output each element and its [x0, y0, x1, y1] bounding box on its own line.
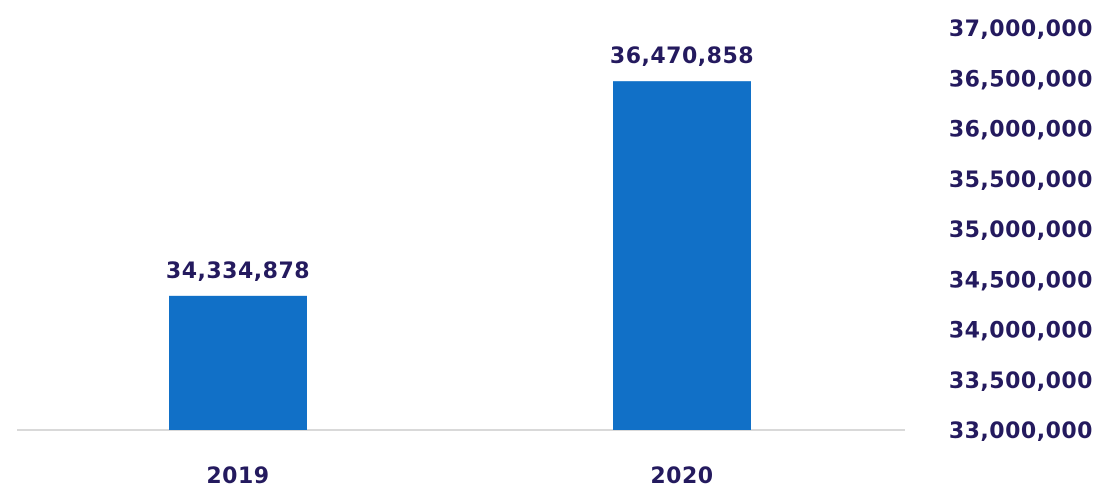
data-labels-group: 34,334,878 36,470,858	[166, 44, 754, 284]
y-tick-label: 34,500,000	[949, 268, 1093, 293]
bar-2019	[169, 295, 307, 430]
y-tick-label: 36,500,000	[949, 67, 1093, 92]
y-axis: 33,000,000 33,500,000 34,000,000 34,500,000…	[949, 17, 1093, 444]
y-tick-label: 36,000,000	[949, 118, 1093, 143]
y-tick-label: 35,000,000	[949, 218, 1093, 243]
y-tick-label: 37,000,000	[949, 17, 1093, 42]
y-tick-label: 35,500,000	[949, 168, 1093, 193]
x-axis: 2019 2020	[206, 464, 713, 489]
data-label-2020: 36,470,858	[610, 44, 754, 69]
bar-2020	[613, 81, 751, 430]
y-tick-label: 34,000,000	[949, 319, 1093, 344]
data-label-2019: 34,334,878	[166, 259, 310, 284]
x-tick-label-2019: 2019	[206, 464, 269, 489]
y-tick-label: 33,500,000	[949, 369, 1093, 394]
y-tick-label: 33,000,000	[949, 419, 1093, 444]
bars-group	[169, 81, 751, 430]
x-tick-label-2020: 2020	[650, 464, 713, 489]
